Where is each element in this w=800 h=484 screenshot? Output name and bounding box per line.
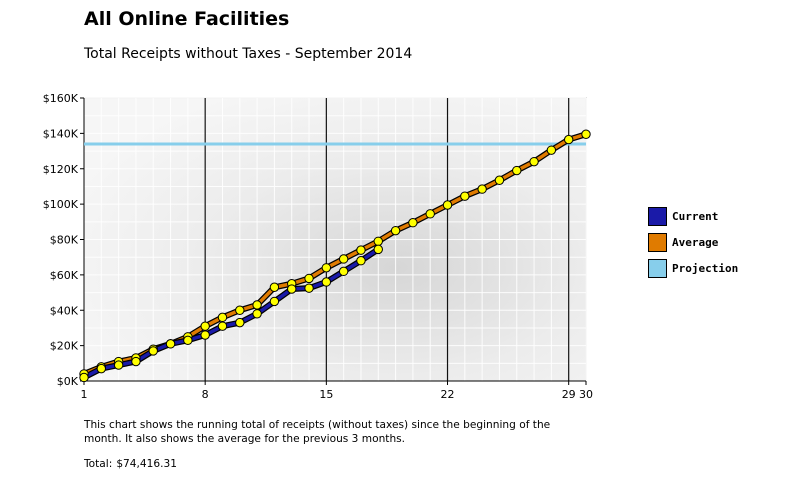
current-point <box>338 266 349 277</box>
average-point <box>252 300 262 310</box>
current-point <box>356 256 366 266</box>
current-point <box>235 317 245 328</box>
average-point <box>408 217 418 228</box>
chart-legend: Current Average Projection <box>648 203 738 281</box>
y-tick-label: $160K <box>43 92 79 105</box>
current-point <box>269 296 280 307</box>
current-point <box>200 330 210 340</box>
y-tick-label: $120K <box>43 163 79 176</box>
y-tick-label: $60K <box>50 269 79 282</box>
average-point <box>563 134 574 145</box>
chart-subtitle: Total Receipts without Taxes - September… <box>84 46 413 62</box>
current-point <box>252 309 262 319</box>
average-point <box>200 321 210 331</box>
current-point <box>304 283 314 293</box>
average-point <box>235 305 245 315</box>
average-point <box>269 282 280 292</box>
chart-description: This chart shows the running total of re… <box>84 419 551 445</box>
current-point <box>79 372 89 383</box>
average-point <box>529 156 539 167</box>
current-point <box>217 321 228 331</box>
x-tick-label: 15 <box>319 388 333 401</box>
y-tick-label: $0K <box>57 375 79 388</box>
average-point <box>512 165 522 176</box>
legend-item-average: Average <box>648 229 738 255</box>
total-value: $74,416.31 <box>116 458 177 470</box>
x-tick-label: 30 <box>579 388 593 401</box>
average-point <box>581 129 591 139</box>
average-point <box>494 175 505 185</box>
legend-item-projection: Projection <box>648 255 738 281</box>
y-tick-label: $20K <box>50 340 79 353</box>
average-point <box>338 254 349 264</box>
x-tick-label: 22 <box>441 388 455 401</box>
average-point <box>373 236 383 246</box>
current-point <box>165 339 176 349</box>
y-tick-label: $80K <box>50 234 79 247</box>
current-point <box>96 363 107 374</box>
legend-swatch-current <box>648 206 667 226</box>
legend-item-current: Current <box>648 203 738 229</box>
x-tick-label: 8 <box>202 388 209 401</box>
current-point <box>183 335 193 346</box>
current-point <box>131 356 141 367</box>
legend-swatch-average <box>648 232 667 252</box>
average-point <box>304 273 314 284</box>
average-point <box>546 145 557 155</box>
legend-swatch-projection <box>648 258 667 278</box>
y-tick-label: $140K <box>43 127 79 140</box>
current-point <box>113 360 124 370</box>
x-tick-label: 29 <box>562 388 576 401</box>
legend-label-current: Current <box>672 209 719 223</box>
total-label: Total: <box>84 458 113 470</box>
current-point <box>287 284 297 294</box>
chart-title: All Online Facilities <box>84 8 290 30</box>
total-line: Total: $74,416.31 <box>84 458 177 470</box>
average-point <box>390 225 401 236</box>
average-point <box>442 200 453 210</box>
average-point <box>356 245 366 255</box>
current-point <box>321 277 332 287</box>
average-point <box>425 209 435 219</box>
x-tick-label: 1 <box>81 388 88 401</box>
y-tick-label: $40K <box>50 304 79 317</box>
current-point <box>148 346 158 356</box>
average-point <box>217 312 228 323</box>
legend-label-projection: Projection <box>672 261 739 275</box>
average-point <box>477 184 487 194</box>
y-tick-label: $100K <box>43 198 79 211</box>
average-point <box>321 263 332 273</box>
average-point <box>460 191 470 201</box>
legend-label-average: Average <box>672 235 719 249</box>
current-point <box>373 244 383 255</box>
